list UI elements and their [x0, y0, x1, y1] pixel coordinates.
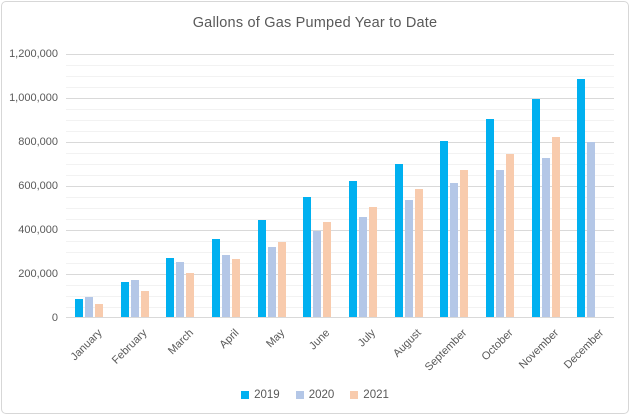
x-tick-label-january: January	[68, 327, 105, 364]
minor-gridline	[66, 285, 614, 286]
x-tick-label-march: March	[165, 327, 196, 358]
minor-gridline	[66, 252, 614, 253]
y-tick-label-1000000: 1,000,000	[9, 92, 58, 104]
minor-gridline	[66, 307, 614, 308]
major-gridline	[66, 142, 614, 143]
minor-gridline	[66, 87, 614, 88]
minor-gridline	[66, 76, 614, 77]
bar-2021-january	[94, 303, 103, 317]
bar-2021-july	[368, 207, 377, 317]
bar-2019-march	[166, 257, 175, 317]
bar-2020-november	[541, 157, 550, 317]
major-gridline	[66, 274, 614, 275]
x-tick-label-february: February	[110, 327, 150, 367]
major-gridline	[66, 230, 614, 231]
minor-gridline	[66, 153, 614, 154]
bar-2021-february	[140, 290, 149, 317]
legend-swatch-2020-icon	[295, 391, 304, 399]
y-tick-label-400000: 400,000	[18, 224, 58, 236]
x-tick-label-april: April	[217, 327, 242, 352]
x-tick-label-september: September	[423, 327, 470, 374]
legend-label-2019: 2019	[254, 389, 280, 401]
bar-2019-december	[577, 79, 586, 317]
legend-swatch-2019-icon	[241, 391, 250, 399]
bar-2019-november	[531, 99, 540, 317]
chart-title: Gallons of Gas Pumped Year to Date	[192, 15, 438, 31]
x-tick-label-october: October	[479, 327, 516, 364]
y-tick-label-600000: 600,000	[18, 180, 58, 192]
bar-2021-september	[460, 169, 469, 317]
bar-2020-december	[587, 142, 596, 317]
bar-2021-may	[277, 242, 286, 317]
bar-2019-august	[394, 164, 403, 317]
bar-2019-june	[303, 197, 312, 317]
y-tick-label-200000: 200,000	[18, 268, 58, 280]
legend: 2019 2020 2021	[2, 389, 628, 401]
plot-area	[66, 54, 614, 318]
x-axis-line	[66, 317, 614, 318]
legend-swatch-2021-icon	[350, 391, 359, 399]
minor-gridline	[66, 263, 614, 264]
legend-item-2019: 2019	[241, 389, 280, 401]
minor-gridline	[66, 197, 614, 198]
bar-2020-june	[313, 231, 322, 317]
bar-2020-march	[176, 262, 185, 317]
bar-2021-april	[231, 258, 240, 317]
y-tick-label-800000: 800,000	[18, 136, 58, 148]
bar-2019-september	[440, 141, 449, 317]
minor-gridline	[66, 241, 614, 242]
bar-2019-february	[120, 281, 129, 317]
bar-2021-june	[323, 222, 332, 317]
bar-2021-august	[414, 189, 423, 317]
major-gridline	[66, 54, 614, 55]
x-tick-label-november: November	[516, 327, 561, 372]
bar-2020-july	[358, 216, 367, 317]
minor-gridline	[66, 219, 614, 220]
legend-label-2021: 2021	[363, 389, 389, 401]
major-gridline	[66, 186, 614, 187]
bar-2021-october	[505, 154, 514, 317]
minor-gridline	[66, 65, 614, 66]
minor-gridline	[66, 208, 614, 209]
bar-2019-july	[348, 180, 357, 317]
bar-2020-february	[130, 279, 139, 317]
y-tick-label-1200000: 1,200,000	[9, 48, 58, 60]
bar-2020-april	[221, 255, 230, 317]
major-gridline	[66, 98, 614, 99]
bar-2019-may	[257, 220, 266, 317]
bar-2020-january	[84, 297, 93, 317]
minor-gridline	[66, 131, 614, 132]
minor-gridline	[66, 164, 614, 165]
minor-gridline	[66, 120, 614, 121]
legend-label-2020: 2020	[308, 389, 335, 401]
bar-2020-may	[267, 246, 276, 317]
bar-2021-november	[551, 136, 560, 317]
y-tick-label-0: 0	[51, 312, 58, 324]
bar-2020-august	[404, 200, 413, 317]
x-tick-label-december: December	[562, 327, 607, 372]
minor-gridline	[66, 296, 614, 297]
x-tick-label-july: July	[356, 327, 379, 350]
x-tick-label-august: August	[391, 327, 424, 360]
legend-item-2020: 2020	[295, 389, 335, 401]
bar-2019-april	[211, 238, 220, 317]
bar-2020-september	[450, 182, 459, 317]
bar-2019-january	[74, 299, 83, 317]
minor-gridline	[66, 175, 614, 176]
bar-2020-october	[495, 169, 504, 317]
minor-gridline	[66, 109, 614, 110]
legend-item-2021: 2021	[350, 389, 389, 401]
x-tick-label-june: June	[307, 327, 333, 353]
bar-2019-october	[485, 119, 494, 317]
x-tick-label-may: May	[263, 327, 287, 351]
bar-2021-march	[186, 273, 195, 317]
